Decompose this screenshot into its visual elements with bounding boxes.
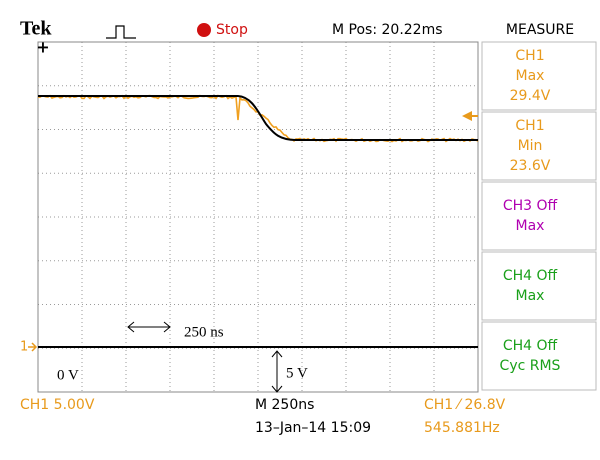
measure-text: Max [516, 288, 545, 304]
measure-panel: CH1 Max 29.4V CH1 Min 23.6V CH3 Off Max CH4 Off M… [481, 41, 597, 391]
time-span-label: 250 ns [184, 324, 224, 340]
trigger-pos-marker: + [36, 38, 49, 57]
run-status: Stop [216, 22, 248, 38]
measure-text: CH4 Off [503, 268, 558, 284]
ch1-marker-arrow [28, 342, 38, 352]
graticule [38, 42, 478, 392]
ch1-trace-fit [38, 95, 478, 141]
measure-text: 29.4V [510, 88, 551, 104]
volts-arrow [271, 350, 283, 393]
timebase: M 250ns [255, 397, 314, 413]
ch1-scale: CH1 5.00V [20, 397, 95, 413]
graticule-border [37, 41, 479, 393]
measure-box [481, 181, 597, 251]
date: 13–Jan–14 15:09 [255, 420, 371, 436]
ch1-marker: 1 [20, 340, 28, 355]
time-span-arrow [127, 321, 171, 333]
measure-box [481, 41, 597, 111]
measure-text: Cyc RMS [500, 358, 561, 374]
measure-text: CH3 Off [503, 198, 558, 214]
stop-icon [197, 23, 211, 37]
measure-box [481, 111, 597, 181]
volts-label: 5 V [286, 365, 308, 381]
measure-text: Min [518, 138, 543, 154]
trigger-level-marker [462, 111, 472, 121]
trigger-icon [106, 25, 136, 39]
measure-text: CH4 Off [503, 338, 558, 354]
trigger-setting: CH1 ⁄ 26.8V [424, 397, 506, 413]
measure-title: MEASURE [506, 22, 574, 38]
measure-text: Max [516, 218, 545, 234]
position: M Pos: 20.22ms [332, 22, 443, 38]
measure-text: CH1 [515, 118, 544, 134]
measure-text: 23.6V [510, 158, 551, 174]
measure-text: Max [516, 68, 545, 84]
frequency: 545.881Hz [424, 420, 500, 436]
brand: Tek [20, 18, 52, 40]
zero-label: 0 V [57, 367, 79, 383]
measure-box [481, 321, 597, 391]
measure-text: CH1 [515, 48, 544, 64]
measure-box [481, 251, 597, 321]
